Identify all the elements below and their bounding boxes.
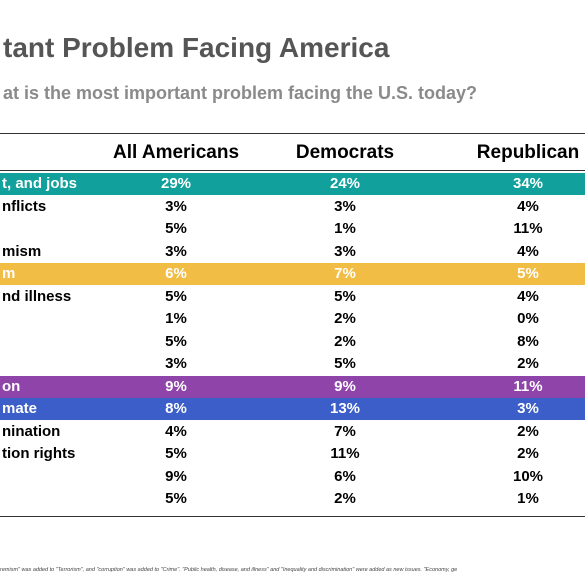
cell: 1% xyxy=(165,310,187,327)
cell: 9% xyxy=(165,467,187,485)
cell: 5% xyxy=(165,220,187,237)
cell: 11% xyxy=(513,377,543,395)
cell: 5% xyxy=(165,490,187,507)
cell: 4% xyxy=(517,197,539,215)
row-label: mate xyxy=(2,400,38,417)
cell: 4% xyxy=(517,287,539,305)
cell: 9% xyxy=(165,377,187,395)
cell: 1% xyxy=(517,490,539,507)
cell: 3% xyxy=(165,197,187,215)
cell: 7% xyxy=(334,422,356,440)
column-header: Republican xyxy=(476,142,580,163)
cell: 6% xyxy=(165,265,187,282)
cell: 5% xyxy=(165,332,187,350)
cell: 6% xyxy=(334,467,356,485)
cell: 5% xyxy=(334,355,356,372)
title: tant Problem Facing America xyxy=(3,32,390,63)
row-label: mism xyxy=(2,242,42,260)
cell: 4% xyxy=(165,422,187,440)
cell: 29% xyxy=(160,175,192,192)
cell: 5% xyxy=(517,265,539,282)
cell: 9% xyxy=(334,377,356,395)
cell: 3% xyxy=(165,355,187,372)
rule xyxy=(0,133,585,134)
cell: 11% xyxy=(330,445,360,462)
cell: 1% xyxy=(334,220,356,237)
footnote: remism" was added to "Terrorism", and "c… xyxy=(0,567,458,573)
row-highlight xyxy=(0,398,585,420)
column-header: All Americans xyxy=(112,142,240,163)
cell: 2% xyxy=(517,445,539,462)
cell: 2% xyxy=(517,355,539,372)
row-label: nination xyxy=(2,422,61,440)
row-label: on xyxy=(2,377,21,395)
rule xyxy=(0,516,585,517)
row-label: tion rights xyxy=(2,445,76,462)
row-highlight xyxy=(0,173,585,195)
cell: 8% xyxy=(165,400,187,417)
cell: 3% xyxy=(165,242,187,260)
subtitle: at is the most important problem facing … xyxy=(3,83,478,103)
row-label: nd illness xyxy=(2,287,72,305)
cell: 2% xyxy=(334,310,356,327)
cell: 24% xyxy=(329,175,361,192)
cell: 3% xyxy=(334,197,356,215)
cell: 4% xyxy=(517,242,539,260)
row-highlight xyxy=(0,375,585,398)
row-highlight xyxy=(0,263,585,285)
cell: 11% xyxy=(513,220,543,237)
cell: 7% xyxy=(334,265,356,282)
cell: 5% xyxy=(165,445,187,462)
cell: 10% xyxy=(512,467,544,485)
row-label: t, and jobs xyxy=(2,175,77,192)
cell: 13% xyxy=(329,400,361,417)
cell: 2% xyxy=(334,332,356,350)
cell: 3% xyxy=(517,400,539,417)
cell: 5% xyxy=(165,287,187,305)
rule xyxy=(0,170,585,171)
cell: 3% xyxy=(334,242,356,260)
row-label: m xyxy=(2,265,16,282)
column-header: Democrats xyxy=(295,142,395,163)
cell: 8% xyxy=(517,332,539,350)
cell: 0% xyxy=(517,310,539,327)
row-label: nflicts xyxy=(2,197,47,215)
cell: 2% xyxy=(334,490,356,507)
cell: 34% xyxy=(512,175,544,192)
cell: 5% xyxy=(334,287,356,305)
cell: 2% xyxy=(517,422,539,440)
